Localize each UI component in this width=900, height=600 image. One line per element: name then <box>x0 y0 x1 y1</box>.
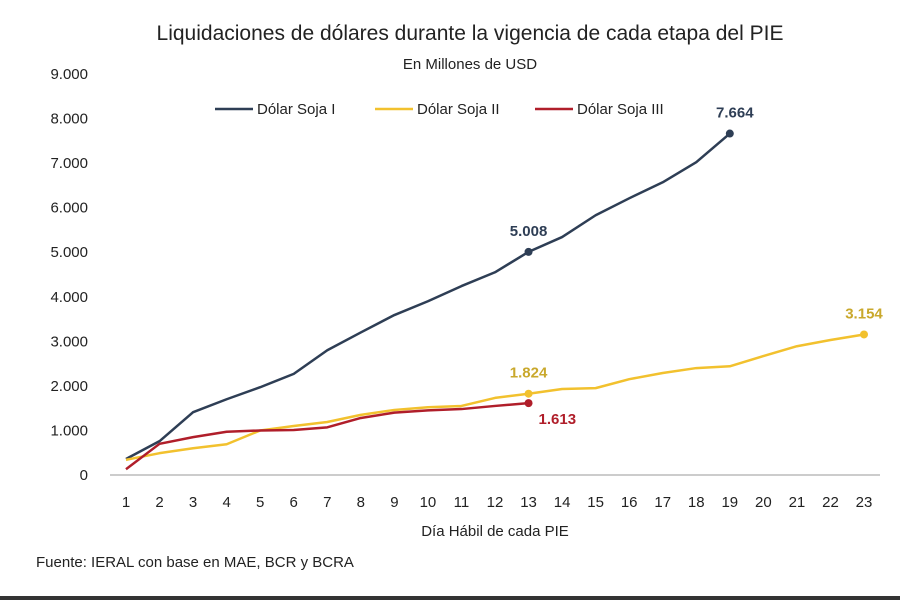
data-label: 3.154 <box>845 305 883 322</box>
chart-subtitle: En Millones de USD <box>402 56 538 73</box>
x-tick-label: 7 <box>323 494 331 511</box>
x-tick-label: 4 <box>222 494 230 511</box>
x-tick-label: 11 <box>454 494 470 511</box>
legend-label: Dólar Soja I <box>257 101 335 118</box>
y-tick-label: 6.000 <box>50 200 88 217</box>
x-tick-label: 12 <box>487 494 504 511</box>
series-line <box>125 401 529 471</box>
data-point-marker <box>524 389 533 398</box>
data-point-marker <box>524 247 533 256</box>
legend-label: Dólar Soja III <box>577 101 664 118</box>
x-tick-label: 9 <box>390 494 398 511</box>
series-line <box>125 333 865 462</box>
x-tick-label: 6 <box>290 494 298 511</box>
x-tick-label: 22 <box>822 494 839 511</box>
data-point-marker <box>860 330 868 339</box>
y-tick-label: 1.000 <box>50 422 88 439</box>
data-label: 1.613 <box>539 411 577 428</box>
x-tick-label: 23 <box>856 494 873 511</box>
series-line <box>125 132 731 461</box>
y-tick-label: 0 <box>80 467 88 484</box>
data-label: 5.008 <box>510 223 548 240</box>
x-tick-label: 17 <box>654 494 671 511</box>
data-point-marker <box>524 399 533 408</box>
x-tick-label: 8 <box>357 494 365 511</box>
divider <box>0 596 900 600</box>
y-tick-label: 8.000 <box>50 111 88 128</box>
legend-label: Dólar Soja II <box>417 101 500 118</box>
x-tick-label: 13 <box>520 494 537 511</box>
y-tick-label: 2.000 <box>50 378 88 395</box>
x-tick-label: 18 <box>688 494 705 511</box>
x-tick-label: 2 <box>155 494 163 511</box>
source-note: Fuente: IERAL con base en MAE, BCR y BCR… <box>36 554 354 571</box>
x-tick-label: 3 <box>189 494 197 511</box>
x-tick-label: 21 <box>789 494 806 511</box>
y-tick-label: 4.000 <box>50 289 88 306</box>
chart-title: Liquidaciones de dólares durante la vige… <box>156 22 784 45</box>
data-point-marker <box>725 129 734 138</box>
y-tick-label: 5.000 <box>50 244 88 261</box>
x-axis-label: Día Hábil de cada PIE <box>421 523 569 540</box>
y-tick-label: 3.000 <box>50 333 88 350</box>
x-tick-label: 19 <box>721 494 738 511</box>
data-label: 7.664 <box>716 105 754 122</box>
x-tick-label: 15 <box>587 494 604 511</box>
x-tick-label: 20 <box>755 494 772 511</box>
x-tick-label: 14 <box>554 494 571 511</box>
y-tick-label: 9.000 <box>50 66 88 83</box>
x-tick-label: 1 <box>122 494 130 511</box>
x-tick-label: 10 <box>420 494 437 511</box>
x-tick-label: 16 <box>621 494 638 511</box>
y-tick-label: 7.000 <box>50 155 88 172</box>
x-tick-label: 5 <box>256 494 264 511</box>
data-label: 1.824 <box>510 365 548 382</box>
